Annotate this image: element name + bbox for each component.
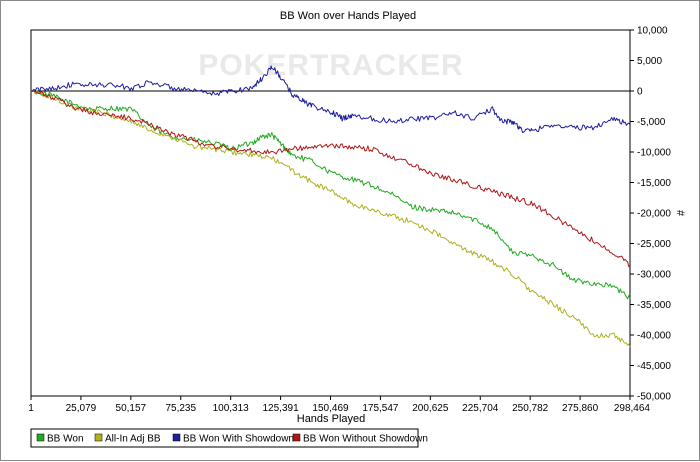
legend-label: BB Won — [47, 434, 84, 445]
y-axis: 10,000 5,000 0 -5,000 -10,000 -15,000 -20,000 -… — [630, 26, 671, 403]
legend-label: BB Won Without Showdown — [303, 434, 428, 445]
y-tick-label: -50,000 — [637, 392, 671, 403]
x-tick-label: 250,782 — [512, 403, 549, 414]
y-tick-label: 10,000 — [637, 26, 668, 37]
x-tick-label: 25,079 — [66, 403, 97, 414]
y-tick-label: -40,000 — [637, 331, 671, 342]
legend-items: BB Won All-In Adj BB BB Won With Showdown B… — [36, 433, 428, 445]
y-tick-label: -10,000 — [637, 148, 671, 159]
series-line-bb-won — [30, 89, 631, 300]
y-tick-label: 5,000 — [637, 56, 662, 67]
x-tick-label: 150,469 — [312, 403, 349, 414]
y-tick-label: -20,000 — [637, 209, 671, 220]
series-group — [30, 65, 631, 348]
series-line-bb-won-without-showdown — [30, 90, 631, 268]
legend-swatch — [94, 433, 103, 442]
x-tick-label: 200,625 — [412, 403, 449, 414]
legend-swatch — [292, 433, 301, 442]
y-axis-label: # — [674, 210, 686, 217]
legend-label: BB Won With Showdown — [183, 434, 294, 445]
y-tick-label: -35,000 — [637, 300, 671, 311]
legend-label: All-In Adj BB — [105, 434, 161, 445]
x-tick-label: 75,235 — [165, 403, 196, 414]
x-tick-label: 100,313 — [213, 403, 250, 414]
legend — [30, 428, 419, 448]
x-tick-label: 225,704 — [462, 403, 499, 414]
x-axis-label: Hands Played — [297, 413, 366, 425]
x-tick-label: 275,860 — [562, 403, 599, 414]
series-line-all-in-adj-bb — [30, 89, 631, 348]
plot-area — [30, 29, 631, 397]
chart-title: BB Won over Hands Played — [280, 10, 416, 22]
y-tick-label: -5,000 — [637, 117, 666, 128]
x-tick-label: 50,157 — [116, 403, 147, 414]
y-tick-label: -45,000 — [637, 361, 671, 372]
y-tick-label: -25,000 — [637, 239, 671, 250]
x-tick-label: 125,391 — [263, 403, 300, 414]
series-line-bb-won-with-showdown — [30, 65, 631, 134]
y-tick-label: -30,000 — [637, 270, 671, 281]
x-tick-label: 175,547 — [362, 403, 399, 414]
x-axis: 1 25,079 50,157 75,235 100,313 125,391 150,469… — [28, 396, 650, 414]
legend-swatch — [172, 433, 181, 442]
watermark-logo: POKERTRACKER — [198, 49, 463, 82]
x-tick-label: 1 — [28, 403, 34, 414]
y-tick-label: -15,000 — [637, 178, 671, 189]
x-tick-label: 298,464 — [614, 403, 651, 414]
y-tick-label: 0 — [637, 87, 643, 98]
legend-swatch — [36, 433, 45, 442]
